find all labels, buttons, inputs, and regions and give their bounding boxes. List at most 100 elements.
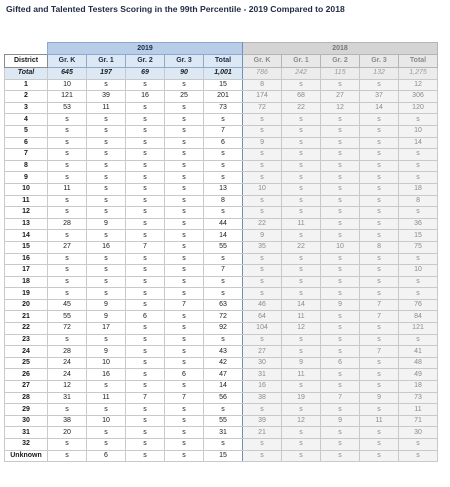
cell-2018: 38 xyxy=(242,391,283,405)
cell-2018: s xyxy=(281,403,322,416)
district-cell: 16 xyxy=(4,252,48,266)
table-row: 16 s s s s s s s s s s xyxy=(4,252,439,266)
cell-2019: s xyxy=(86,159,126,173)
cell-2018: s xyxy=(398,275,439,289)
cell-2018: 49 xyxy=(398,368,439,382)
cell-2019: s xyxy=(164,159,204,173)
cell-2018: s xyxy=(359,380,400,393)
cell-2018: 75 xyxy=(398,240,439,254)
cell-2018: 10 xyxy=(398,124,439,138)
cell-2019: s xyxy=(125,322,165,335)
cell-2019: 9 xyxy=(86,298,126,312)
cell-2019: s xyxy=(125,159,165,173)
cell-2018: s xyxy=(359,194,400,208)
cell-2019: s xyxy=(125,426,165,439)
cell-2018: s xyxy=(320,136,361,150)
cell-2019: 39 xyxy=(86,90,126,103)
cell-2019: s xyxy=(86,171,126,184)
table-row: 31 20 s s s 31 21 s s s 30 xyxy=(4,426,439,439)
cell-2018: 9 xyxy=(242,136,283,150)
cell-2019: s xyxy=(164,148,204,161)
cell-2019: s xyxy=(164,449,204,463)
total-2018-total: 1,275 xyxy=(398,67,439,80)
cell-2019: s xyxy=(164,345,204,358)
cell-2019: s xyxy=(164,171,204,184)
cell-2018: s xyxy=(281,252,322,266)
cell-2018: 7 xyxy=(320,391,361,405)
year-header-row: 2019 2018 xyxy=(4,42,439,55)
cell-2019: 15 xyxy=(202,78,244,92)
cell-2019: s xyxy=(164,403,204,416)
district-cell: 4 xyxy=(4,113,48,126)
cell-2019: 10 xyxy=(86,414,126,428)
cell-2019: s xyxy=(125,380,165,393)
cell-2018: s xyxy=(281,426,322,439)
cell-2019: s xyxy=(125,333,165,347)
cell-2019: s xyxy=(47,264,87,277)
cell-2018: s xyxy=(359,426,400,439)
cell-2019: 56 xyxy=(202,391,244,405)
cell-2019: 9 xyxy=(86,310,126,324)
cell-2018: 11 xyxy=(281,217,322,231)
cell-2019: s xyxy=(164,438,204,451)
cell-2018: s xyxy=(281,264,322,277)
cell-2018: s xyxy=(320,159,361,173)
cell-2018: s xyxy=(242,171,283,184)
cell-2019: 72 xyxy=(47,322,87,335)
district-cell: 27 xyxy=(4,380,48,393)
cell-2018: 76 xyxy=(398,298,439,312)
cell-2018: 306 xyxy=(398,90,439,103)
total-2018-gr-1: 242 xyxy=(281,67,322,80)
cell-2018: s xyxy=(242,206,283,219)
cell-2019: s xyxy=(202,275,244,289)
cell-2018: 48 xyxy=(398,356,439,370)
cell-2019: s xyxy=(125,148,165,161)
cell-2019: 6 xyxy=(164,368,204,382)
district-cell: 31 xyxy=(4,426,48,439)
cell-2018: 22 xyxy=(281,240,322,254)
cell-2018: s xyxy=(359,322,400,335)
cell-2019: s xyxy=(86,136,126,150)
cell-2018: s xyxy=(398,159,439,173)
district-cell: 1 xyxy=(4,78,48,92)
cell-2018: 11 xyxy=(398,403,439,416)
table-row: 28 31 11 7 7 56 38 19 7 9 73 xyxy=(4,391,439,405)
cell-2018: s xyxy=(359,113,400,126)
cell-2019: s xyxy=(164,194,204,208)
cell-2018: s xyxy=(242,287,283,300)
cell-2018: 15 xyxy=(398,229,439,242)
cell-2019: s xyxy=(86,194,126,208)
cell-2018: 9 xyxy=(281,356,322,370)
table-row: 25 24 10 s s 42 30 9 6 s 48 xyxy=(4,356,439,370)
cell-2019: s xyxy=(202,171,244,184)
cell-2018: s xyxy=(281,275,322,289)
district-cell: 18 xyxy=(4,275,48,289)
table-row: 27 12 s s s 14 16 s s s 18 xyxy=(4,380,439,393)
table-row: 32 s s s s s s s s s s xyxy=(4,438,439,451)
cell-2019: 14 xyxy=(202,229,244,242)
cell-2019: s xyxy=(86,182,126,196)
cell-2019: 63 xyxy=(202,298,244,312)
cell-2018: s xyxy=(398,438,439,451)
cell-2019: s xyxy=(164,113,204,126)
cell-2019: 15 xyxy=(202,449,244,463)
cell-2018: s xyxy=(242,438,283,451)
cell-2018: 68 xyxy=(281,90,322,103)
cell-2018: 31 xyxy=(242,368,283,382)
cell-2019: s xyxy=(47,194,87,208)
cell-2019: 6 xyxy=(86,449,126,463)
cell-2018: s xyxy=(320,275,361,289)
cell-2019: 6 xyxy=(125,310,165,324)
cell-2019: s xyxy=(47,229,87,242)
cell-2018: 12 xyxy=(320,101,361,115)
cell-2019: 38 xyxy=(47,414,87,428)
total-2018-gr-2: 115 xyxy=(320,67,361,80)
cell-2018: s xyxy=(398,252,439,266)
cell-2019: s xyxy=(125,449,165,463)
table-row: 21 55 9 6 s 72 64 11 s 7 84 xyxy=(4,310,439,324)
cell-2019: 53 xyxy=(47,101,87,115)
cell-2019: 7 xyxy=(164,391,204,405)
cell-2019: s xyxy=(202,403,244,416)
district-cell: 21 xyxy=(4,310,48,324)
cell-2019: 55 xyxy=(47,310,87,324)
